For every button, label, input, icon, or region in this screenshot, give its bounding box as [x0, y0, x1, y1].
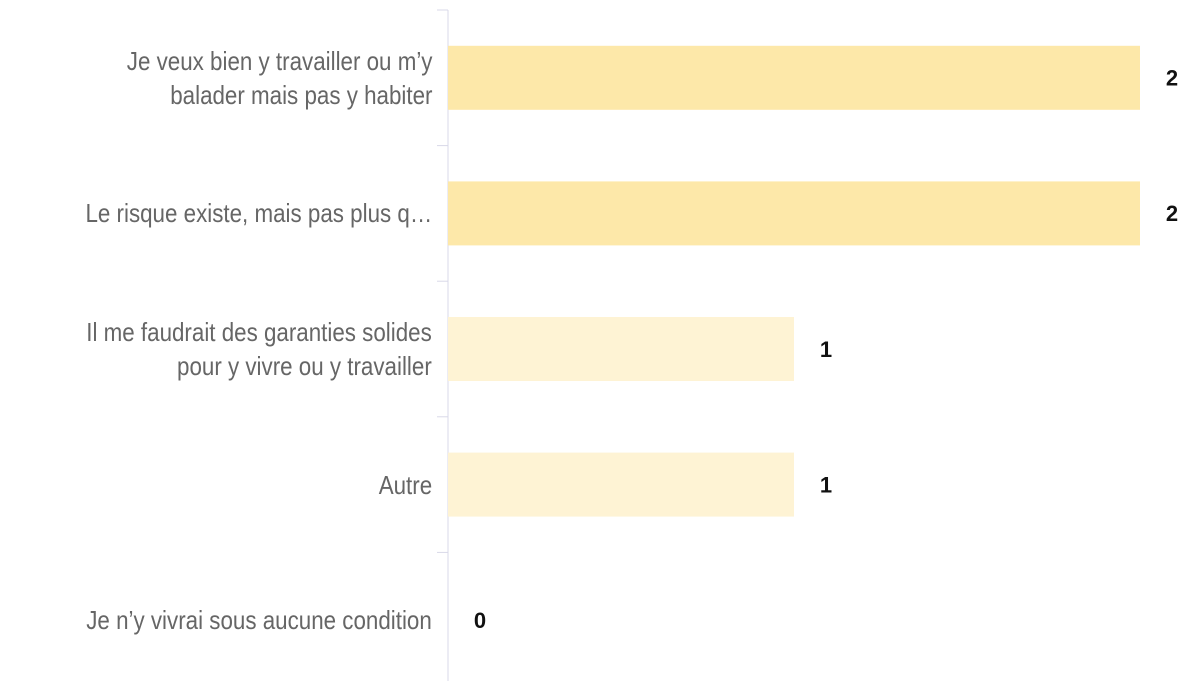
bar: [448, 45, 1140, 110]
bar: [448, 452, 794, 517]
bar: [448, 317, 794, 381]
category-label: Je n’y vivrai sous aucune condition: [86, 605, 432, 636]
category-label: Autre: [378, 469, 432, 500]
bar: [448, 181, 1140, 246]
value-label: 1: [820, 472, 832, 497]
value-label: 0: [474, 608, 486, 633]
value-label: 2: [1166, 201, 1178, 226]
category-label: Je veux bien y travailler ou m’y balader…: [126, 45, 432, 110]
value-label: 2: [1166, 66, 1178, 91]
category-label: Il me faudrait des garanties solides pou…: [86, 317, 432, 381]
category-label: Le risque existe, mais pas plus q…: [85, 198, 432, 229]
value-label: 1: [820, 337, 832, 362]
